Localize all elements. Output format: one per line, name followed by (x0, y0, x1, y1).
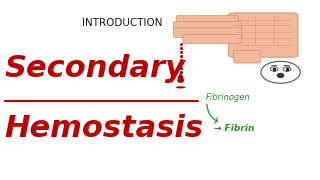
Circle shape (270, 67, 278, 71)
FancyBboxPatch shape (173, 28, 242, 37)
Text: → Fibrin: → Fibrin (214, 125, 254, 134)
Text: Hemostasis: Hemostasis (4, 114, 204, 143)
Ellipse shape (176, 86, 185, 88)
Polygon shape (178, 74, 183, 78)
FancyBboxPatch shape (234, 50, 261, 63)
Text: Fibrinogen: Fibrinogen (206, 93, 251, 102)
Circle shape (283, 67, 291, 71)
FancyBboxPatch shape (177, 15, 239, 25)
FancyBboxPatch shape (183, 34, 242, 44)
Text: INTRODUCTION: INTRODUCTION (82, 18, 162, 28)
FancyBboxPatch shape (228, 13, 298, 57)
Text: Secondary: Secondary (4, 54, 185, 83)
Ellipse shape (177, 78, 184, 83)
FancyBboxPatch shape (173, 22, 242, 31)
Circle shape (261, 61, 300, 83)
Ellipse shape (277, 73, 284, 78)
